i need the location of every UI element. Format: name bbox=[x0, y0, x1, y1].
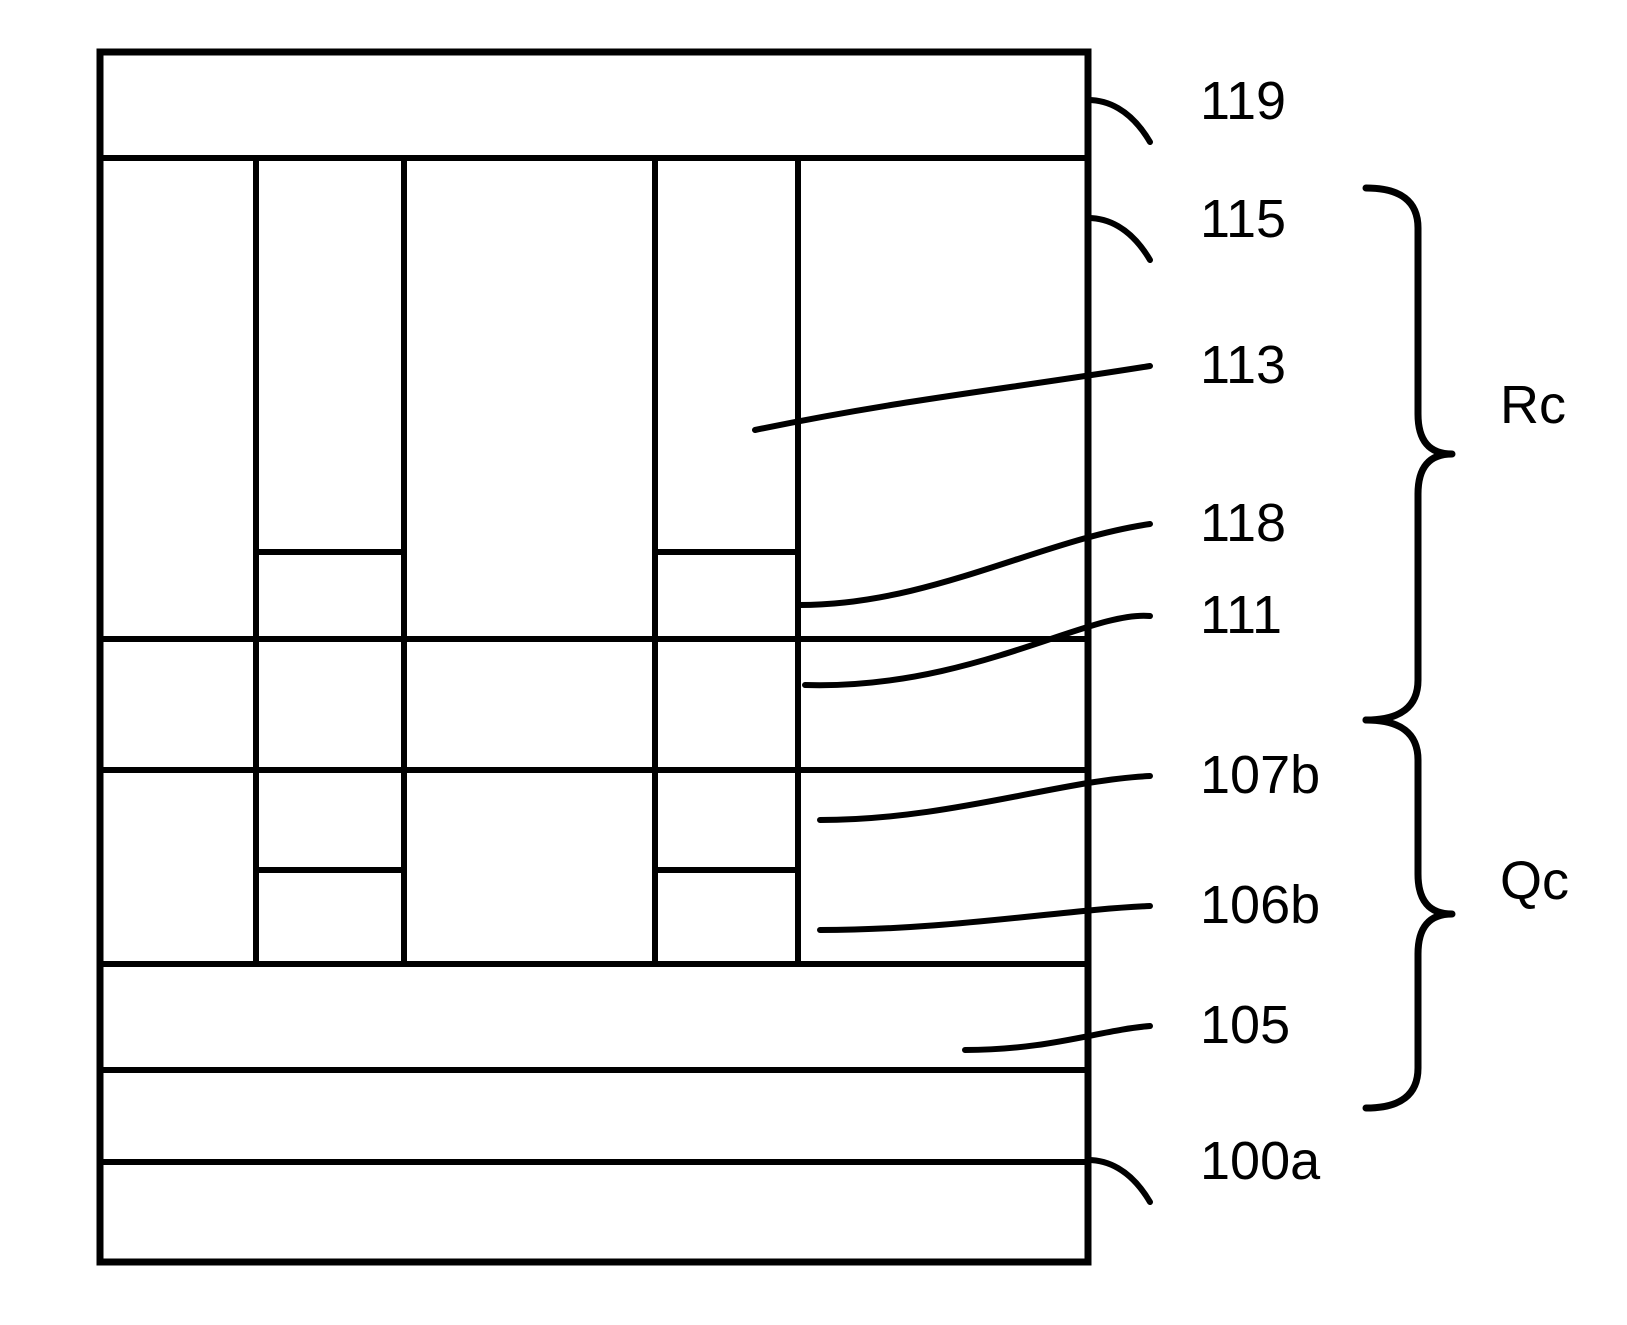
outer-box bbox=[100, 52, 1088, 1262]
group-label-Qc: Qc bbox=[1500, 851, 1569, 911]
label-l107b: 107b bbox=[1200, 745, 1320, 805]
tick-l119 bbox=[1088, 100, 1150, 142]
brace-Qc bbox=[1366, 720, 1452, 1108]
label-l115: 115 bbox=[1200, 189, 1286, 249]
tick-l115 bbox=[1088, 218, 1150, 260]
label-l106b: 106b bbox=[1200, 875, 1320, 935]
label-l100a: 100a bbox=[1200, 1131, 1321, 1191]
tick-l100a bbox=[1088, 1160, 1150, 1202]
label-l113: 113 bbox=[1200, 335, 1286, 395]
label-l105: 105 bbox=[1200, 995, 1290, 1055]
diagram-stage: 119 115 113 118 111 107b 106b 105 100a Rc Qc bbox=[0, 0, 1627, 1325]
label-l118: 118 bbox=[1200, 493, 1286, 553]
brace-Rc bbox=[1366, 188, 1452, 720]
diagram-svg: 119 115 113 118 111 107b 106b 105 100a Rc Qc bbox=[0, 0, 1627, 1325]
label-l119: 119 bbox=[1200, 71, 1286, 131]
group-label-Rc: Rc bbox=[1500, 375, 1566, 435]
label-l111: 111 bbox=[1200, 585, 1282, 645]
